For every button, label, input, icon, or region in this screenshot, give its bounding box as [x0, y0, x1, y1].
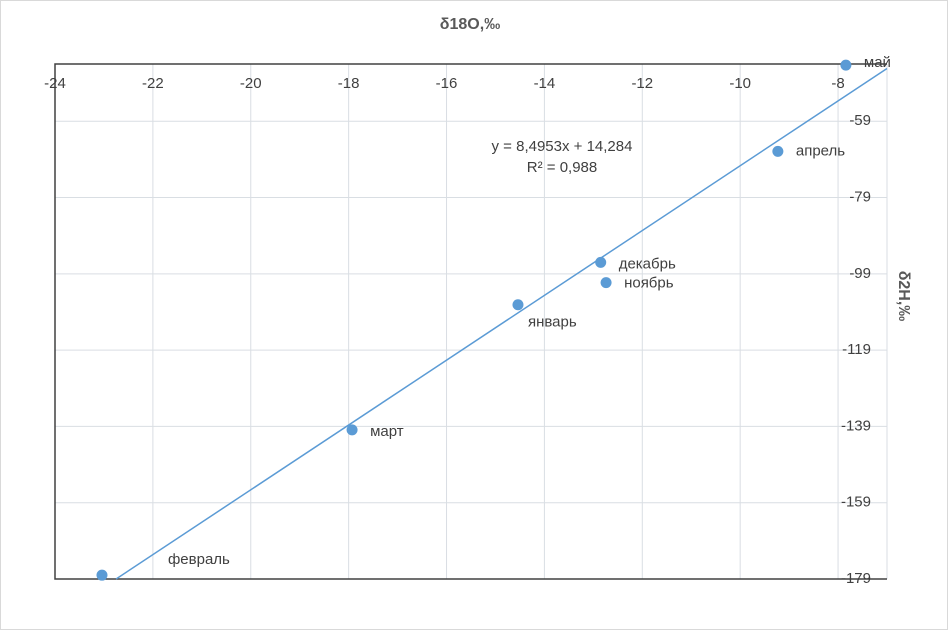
y-tick-label: -99 [849, 265, 871, 282]
data-point [840, 59, 852, 71]
y-tick-label: -119 [842, 341, 871, 358]
data-point [512, 299, 524, 311]
point-label: декабрь [619, 255, 676, 272]
data-point [600, 277, 612, 289]
trendline-r2: R² = 0,988 [527, 159, 597, 176]
data-point [346, 424, 358, 436]
point-label: январь [528, 314, 577, 331]
point-label: ноябрь [624, 275, 674, 292]
x-tick-label: -20 [240, 75, 262, 92]
axis-line [54, 63, 887, 580]
x-tick-label: -10 [729, 75, 751, 92]
y-tick-label: -159 [841, 494, 871, 511]
point-label: март [370, 423, 404, 440]
point-label: февраль [168, 551, 230, 568]
y-tick-label: -79 [849, 188, 871, 205]
trendline-equation: y = 8,4953x + 14,284 [492, 138, 633, 155]
point-label: апрель [796, 142, 845, 159]
y-tick-label: -59 [849, 112, 871, 129]
trendline [115, 67, 888, 580]
x-tick-label: -14 [534, 75, 556, 92]
x-tick-label: -16 [436, 75, 458, 92]
x-tick-label: -22 [142, 75, 164, 92]
data-point [595, 256, 607, 268]
x-tick-label: -18 [338, 75, 360, 92]
point-label: май [864, 54, 891, 71]
data-point [96, 569, 108, 581]
y-tick-label: -139 [841, 417, 871, 434]
y-axis-label: δ2H,‰ [895, 271, 912, 322]
data-point [772, 145, 784, 157]
x-tick-label: -12 [631, 75, 653, 92]
x-tick-label: -8 [831, 75, 844, 92]
chart-title: δ18O,‰ [440, 16, 500, 33]
